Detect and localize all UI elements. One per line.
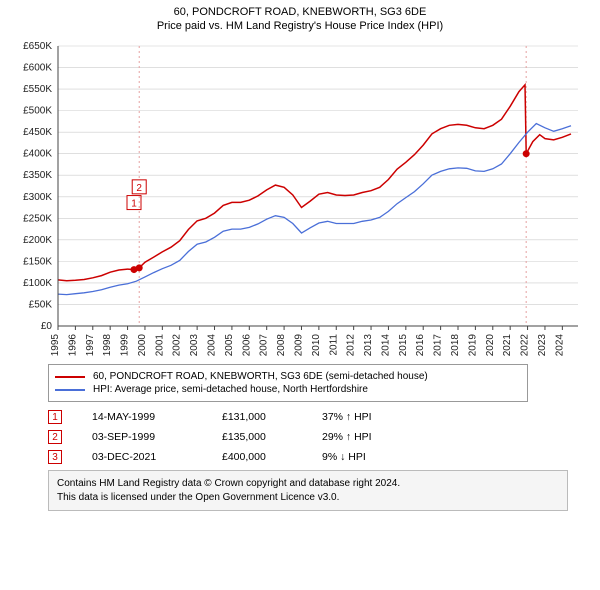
svg-text:2023: 2023 <box>537 334 548 357</box>
sale-delta: 29% ↑ HPI <box>322 431 422 443</box>
svg-text:1995: 1995 <box>50 334 61 357</box>
sale-marker-icon: 1 <box>48 410 62 424</box>
svg-text:2008: 2008 <box>276 334 287 357</box>
chart-title: 60, PONDCROFT ROAD, KNEBWORTH, SG3 6DE <box>8 6 592 18</box>
svg-text:1999: 1999 <box>120 334 131 357</box>
sale-row: 3 03-DEC-2021 £400,000 9% ↓ HPI <box>48 450 592 464</box>
legend-box: 60, PONDCROFT ROAD, KNEBWORTH, SG3 6DE (… <box>48 364 528 402</box>
svg-text:2012: 2012 <box>346 334 357 357</box>
legend-swatch <box>55 376 85 378</box>
svg-text:2010: 2010 <box>311 334 322 357</box>
legend-label: HPI: Average price, semi-detached house,… <box>93 384 368 395</box>
price-chart: £0 £50K £100K £150K £200K £250K £300K £350K £400… <box>8 38 592 358</box>
svg-text:2013: 2013 <box>363 334 374 357</box>
footer-line: Contains HM Land Registry data © Crown c… <box>57 477 559 491</box>
svg-text:£150K: £150K <box>23 256 52 267</box>
sale-date: 03-SEP-1999 <box>92 431 222 443</box>
svg-text:2021: 2021 <box>502 334 513 357</box>
svg-text:£200K: £200K <box>23 235 52 246</box>
svg-text:£50K: £50K <box>29 299 53 310</box>
svg-text:1998: 1998 <box>102 334 113 357</box>
svg-text:2017: 2017 <box>433 334 444 357</box>
legend-item: 60, PONDCROFT ROAD, KNEBWORTH, SG3 6DE (… <box>55 371 521 382</box>
svg-text:2024: 2024 <box>554 334 565 357</box>
svg-text:2006: 2006 <box>241 334 252 357</box>
svg-text:2011: 2011 <box>328 334 339 356</box>
svg-text:£450K: £450K <box>23 127 52 138</box>
chart-subtitle: Price paid vs. HM Land Registry's House … <box>8 20 592 32</box>
svg-text:2016: 2016 <box>415 334 426 357</box>
sale-date: 03-DEC-2021 <box>92 451 222 463</box>
svg-text:£550K: £550K <box>23 84 52 95</box>
sale-row: 2 03-SEP-1999 £135,000 29% ↑ HPI <box>48 430 592 444</box>
sale-date: 14-MAY-1999 <box>92 411 222 423</box>
svg-text:2000: 2000 <box>137 334 148 357</box>
footer-line: This data is licensed under the Open Gov… <box>57 491 559 505</box>
sale-row: 1 14-MAY-1999 £131,000 37% ↑ HPI <box>48 410 592 424</box>
svg-text:£0: £0 <box>41 321 53 332</box>
svg-text:2014: 2014 <box>380 334 391 357</box>
svg-text:£500K: £500K <box>23 106 52 117</box>
svg-text:2018: 2018 <box>450 334 461 357</box>
svg-text:2005: 2005 <box>224 334 235 357</box>
svg-text:2002: 2002 <box>172 334 183 357</box>
sale-delta: 37% ↑ HPI <box>322 411 422 423</box>
svg-text:£650K: £650K <box>23 41 52 52</box>
svg-text:£300K: £300K <box>23 192 52 203</box>
svg-text:2003: 2003 <box>189 334 200 357</box>
svg-text:2007: 2007 <box>259 334 270 357</box>
svg-text:£600K: £600K <box>23 63 52 74</box>
sale-delta: 9% ↓ HPI <box>322 451 422 463</box>
svg-text:1997: 1997 <box>85 334 96 357</box>
svg-text:2019: 2019 <box>467 334 478 357</box>
svg-text:1996: 1996 <box>67 334 78 357</box>
svg-text:2009: 2009 <box>293 334 304 357</box>
legend-item: HPI: Average price, semi-detached house,… <box>55 384 521 395</box>
svg-text:£100K: £100K <box>23 278 52 289</box>
legend-label: 60, PONDCROFT ROAD, KNEBWORTH, SG3 6DE (… <box>93 371 428 382</box>
svg-text:£400K: £400K <box>23 149 52 160</box>
sales-table: 1 14-MAY-1999 £131,000 37% ↑ HPI 2 03-SE… <box>48 410 592 464</box>
sale-marker-icon: 3 <box>48 450 62 464</box>
svg-text:2: 2 <box>136 183 142 194</box>
svg-text:2015: 2015 <box>398 334 409 357</box>
svg-text:1: 1 <box>131 199 137 210</box>
sale-marker-icon: 2 <box>48 430 62 444</box>
svg-text:£250K: £250K <box>23 213 52 224</box>
legend-swatch <box>55 389 85 391</box>
svg-text:2001: 2001 <box>154 334 165 357</box>
sale-price: £131,000 <box>222 411 322 423</box>
svg-text:2020: 2020 <box>485 334 496 357</box>
sale-price: £135,000 <box>222 431 322 443</box>
svg-text:2004: 2004 <box>207 334 218 357</box>
attribution-footer: Contains HM Land Registry data © Crown c… <box>48 470 568 511</box>
svg-text:£350K: £350K <box>23 170 52 181</box>
svg-text:2022: 2022 <box>520 334 531 357</box>
sale-price: £400,000 <box>222 451 322 463</box>
